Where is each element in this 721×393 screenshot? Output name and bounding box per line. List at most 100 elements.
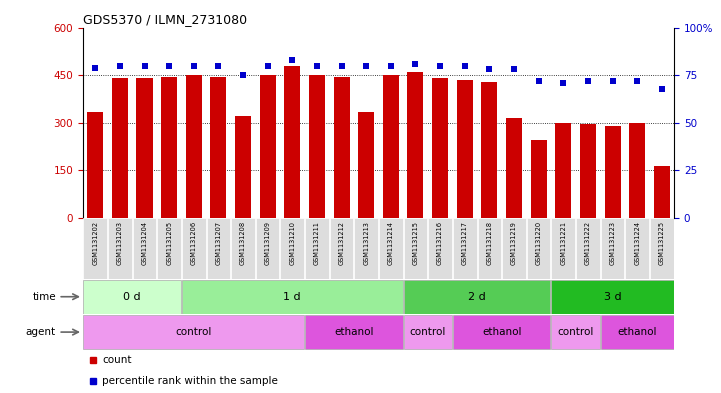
Bar bbox=[182, 218, 205, 279]
Point bbox=[410, 61, 421, 67]
Point bbox=[484, 66, 495, 73]
Point bbox=[508, 66, 520, 73]
Point bbox=[582, 78, 593, 84]
Point bbox=[607, 78, 619, 84]
Text: GSM1131207: GSM1131207 bbox=[216, 221, 221, 265]
Bar bbox=[305, 315, 402, 349]
Point bbox=[286, 57, 298, 63]
Bar bbox=[601, 315, 673, 349]
Point bbox=[434, 62, 446, 69]
Bar bbox=[84, 218, 107, 279]
Bar bbox=[231, 218, 255, 279]
Point bbox=[262, 62, 273, 69]
Point bbox=[114, 62, 125, 69]
Point bbox=[89, 64, 101, 71]
Bar bbox=[580, 125, 596, 218]
Text: GSM1131203: GSM1131203 bbox=[117, 221, 123, 265]
Bar bbox=[182, 280, 402, 314]
Bar bbox=[157, 218, 181, 279]
Bar bbox=[629, 123, 645, 218]
Text: percentile rank within the sample: percentile rank within the sample bbox=[102, 376, 278, 386]
Bar bbox=[552, 315, 600, 349]
Bar bbox=[503, 218, 526, 279]
Text: 3 d: 3 d bbox=[603, 292, 622, 302]
Text: GSM1131210: GSM1131210 bbox=[289, 221, 296, 265]
Bar bbox=[555, 123, 571, 218]
Text: GSM1131205: GSM1131205 bbox=[166, 221, 172, 265]
Bar bbox=[601, 218, 624, 279]
Text: count: count bbox=[102, 354, 132, 365]
Point bbox=[385, 62, 397, 69]
Text: GSM1131213: GSM1131213 bbox=[363, 221, 369, 265]
Text: GSM1131211: GSM1131211 bbox=[314, 221, 320, 265]
Bar bbox=[552, 280, 673, 314]
Point bbox=[188, 62, 200, 69]
Text: ethanol: ethanol bbox=[482, 327, 521, 337]
Bar bbox=[207, 218, 230, 279]
Point bbox=[164, 62, 175, 69]
Text: GDS5370 / ILMN_2731080: GDS5370 / ILMN_2731080 bbox=[83, 13, 247, 26]
Bar bbox=[428, 218, 452, 279]
Point bbox=[656, 85, 668, 92]
Text: GSM1131209: GSM1131209 bbox=[265, 221, 270, 265]
Bar bbox=[108, 218, 132, 279]
Bar bbox=[407, 72, 423, 218]
Bar bbox=[87, 112, 103, 218]
Bar bbox=[482, 81, 497, 218]
Point bbox=[336, 62, 348, 69]
Bar bbox=[604, 126, 621, 218]
Bar bbox=[404, 280, 550, 314]
Text: GSM1131215: GSM1131215 bbox=[412, 221, 418, 265]
Bar bbox=[260, 75, 275, 218]
Point bbox=[360, 62, 372, 69]
Bar bbox=[235, 116, 251, 218]
Bar bbox=[625, 218, 649, 279]
Text: time: time bbox=[32, 292, 56, 302]
Bar bbox=[379, 218, 402, 279]
Bar bbox=[477, 218, 501, 279]
Point bbox=[533, 78, 544, 84]
Text: control: control bbox=[410, 327, 446, 337]
Text: ethanol: ethanol bbox=[334, 327, 373, 337]
Bar bbox=[650, 218, 673, 279]
Text: GSM1131220: GSM1131220 bbox=[536, 221, 541, 265]
Text: GSM1131224: GSM1131224 bbox=[634, 221, 640, 265]
Point bbox=[459, 62, 471, 69]
Bar bbox=[355, 218, 378, 279]
Text: GSM1131202: GSM1131202 bbox=[92, 221, 98, 265]
Bar bbox=[136, 78, 153, 218]
Bar bbox=[383, 75, 399, 218]
Text: GSM1131217: GSM1131217 bbox=[461, 221, 468, 265]
Bar bbox=[358, 112, 374, 218]
Bar bbox=[329, 218, 353, 279]
Point bbox=[237, 72, 249, 78]
Bar bbox=[334, 77, 350, 218]
Bar bbox=[527, 218, 550, 279]
Bar bbox=[576, 218, 600, 279]
Bar bbox=[309, 75, 325, 218]
Bar bbox=[456, 80, 473, 218]
Text: ethanol: ethanol bbox=[617, 327, 657, 337]
Text: GSM1131208: GSM1131208 bbox=[240, 221, 246, 265]
Bar bbox=[404, 218, 428, 279]
Bar bbox=[161, 77, 177, 218]
Text: GSM1131216: GSM1131216 bbox=[437, 221, 443, 265]
Point bbox=[632, 78, 643, 84]
Text: GSM1131218: GSM1131218 bbox=[487, 221, 492, 265]
Point bbox=[213, 62, 224, 69]
Text: GSM1131212: GSM1131212 bbox=[339, 221, 345, 265]
Bar bbox=[84, 280, 181, 314]
Text: GSM1131223: GSM1131223 bbox=[609, 221, 616, 265]
Text: 0 d: 0 d bbox=[123, 292, 141, 302]
Bar bbox=[84, 315, 304, 349]
Text: GSM1131219: GSM1131219 bbox=[511, 221, 517, 265]
Bar bbox=[284, 66, 301, 218]
Text: control: control bbox=[557, 327, 594, 337]
Bar bbox=[432, 78, 448, 218]
Point bbox=[311, 62, 323, 69]
Bar bbox=[654, 166, 670, 218]
Text: GSM1131204: GSM1131204 bbox=[141, 221, 148, 265]
Bar bbox=[211, 77, 226, 218]
Text: GSM1131214: GSM1131214 bbox=[388, 221, 394, 265]
Bar bbox=[280, 218, 304, 279]
